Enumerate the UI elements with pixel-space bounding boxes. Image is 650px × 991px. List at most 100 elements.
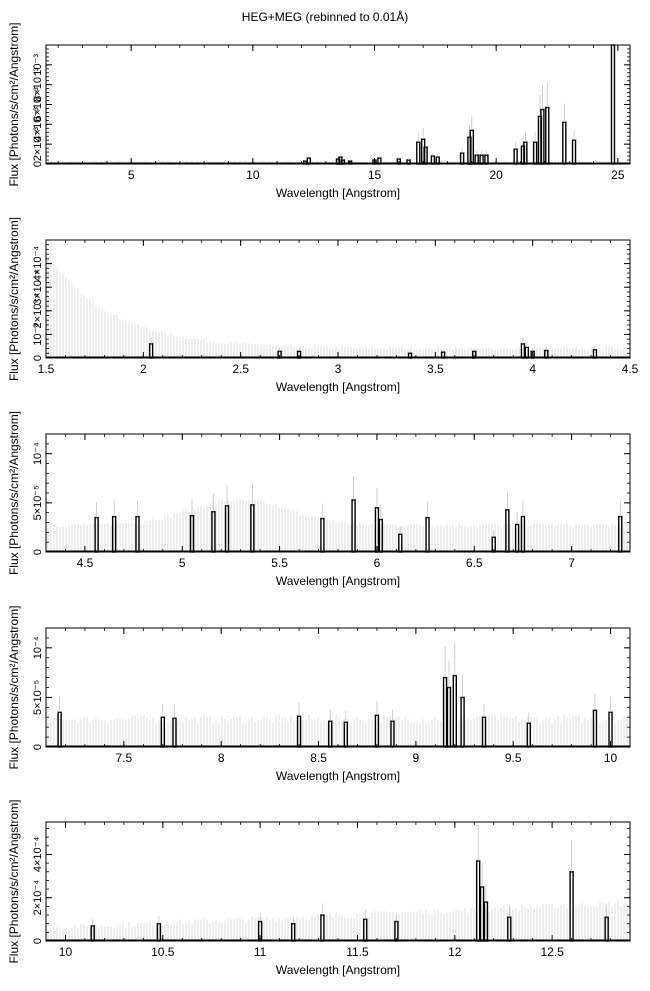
spectral-line-mark bbox=[571, 139, 577, 165]
spectral-line-mark bbox=[406, 159, 411, 165]
spectral-line-mark bbox=[320, 517, 325, 553]
x-tick-label: 7.5 bbox=[116, 751, 133, 765]
chart-panel-3: 4.5 5 5.5 6 6.5 7 0 5×10⁻⁵ 10⁻⁴ Wavelength [Angst… bbox=[7, 411, 631, 588]
figure-title: HEG+MEG (rebinned to 0.01Å) bbox=[241, 10, 409, 24]
x-tick-label: 10 bbox=[604, 751, 618, 765]
spectral-line-mark bbox=[442, 676, 448, 748]
spectral-line-mark bbox=[526, 722, 531, 748]
spectral-line-mark bbox=[398, 533, 403, 553]
y-tick-label: 3×10⁻⁴ bbox=[32, 269, 44, 305]
y-axis-label: Flux [Photons/s/cm²/Angstrom] bbox=[7, 217, 21, 381]
spectral-line-mark bbox=[507, 916, 512, 942]
spectral-line-mark bbox=[481, 716, 487, 748]
chart-panel-5: 10 10.5 11 11.5 12 12.5 0 2×10⁻⁴ 4×10⁻⁴ Wavelengt… bbox=[7, 799, 631, 977]
spectral-line-mark bbox=[592, 709, 598, 748]
spectral-line-mark bbox=[250, 504, 255, 553]
x-axis-label: Wavelength [Angstrom] bbox=[276, 769, 400, 783]
y-axis-label: Flux [Photons/s/cm²/Angstrom] bbox=[7, 799, 21, 963]
spectral-line-mark bbox=[513, 148, 518, 165]
spectral-line-mark bbox=[135, 515, 140, 553]
spectral-line-mark bbox=[296, 715, 302, 748]
spectral-line-mark bbox=[604, 916, 609, 942]
x-axis-label: Wavelength [Angstrom] bbox=[276, 963, 400, 977]
plot-frame bbox=[45, 627, 631, 748]
y-tick-label: 8×10⁻³ bbox=[32, 67, 44, 102]
x-tick-label: 5 bbox=[179, 556, 186, 570]
error-bar-texture bbox=[47, 715, 628, 747]
spectral-line-mark bbox=[320, 914, 325, 942]
error-bar-texture bbox=[47, 257, 628, 358]
y-axis-label: Flux [Photons/s/cm²/Angstrom] bbox=[7, 22, 21, 186]
spectral-line-mark bbox=[343, 721, 348, 748]
spectral-line-mark bbox=[532, 141, 538, 165]
spectral-line-mark bbox=[523, 141, 528, 165]
chart-panel-4: 7.5 8 8.5 9 9.5 10 0 5×10⁻⁵ 10⁻⁴ Wavelength [Angs… bbox=[7, 605, 631, 783]
spectral-line-mark bbox=[479, 886, 485, 942]
chart-panel-1: 5 10 15 20 25 02×10⁻³4×10⁻³6×10⁻³8×10⁻³10⁻³ Wa… bbox=[7, 22, 631, 200]
x-tick-label: 8.5 bbox=[310, 751, 327, 765]
x-tick-label: 3 bbox=[335, 362, 342, 376]
spectral-line-mark bbox=[374, 507, 380, 553]
y-tick-label: 5×10⁻⁵ bbox=[32, 485, 44, 520]
y-tick-label: 2×10⁻⁴ bbox=[32, 880, 44, 916]
x-axis-label: Wavelength [Angstrom] bbox=[276, 186, 400, 200]
x-tick-label: 2.5 bbox=[232, 362, 249, 376]
spectral-line-mark bbox=[291, 922, 296, 942]
x-tick-label: 12.5 bbox=[540, 945, 564, 959]
spectral-line-mark bbox=[148, 343, 154, 359]
spectral-line-mark bbox=[340, 159, 346, 165]
x-tick-label: 10.5 bbox=[151, 945, 175, 959]
plot-frame bbox=[45, 239, 631, 359]
x-tick-label: 5.5 bbox=[271, 556, 288, 570]
y-tick-label: 10⁻⁴ bbox=[32, 323, 44, 346]
y-tick-label: 4×10⁻⁴ bbox=[32, 246, 44, 282]
spectral-line-mark bbox=[618, 515, 623, 553]
x-tick-label: 11.5 bbox=[346, 945, 369, 959]
y-tick-label: 2×10⁻³ bbox=[32, 127, 44, 162]
y-tick-label: 0 bbox=[32, 549, 44, 555]
spectral-line-mark bbox=[224, 505, 230, 553]
spectral-line-mark bbox=[374, 714, 380, 748]
x-tick-label: 10 bbox=[59, 945, 73, 959]
x-tick-label: 4.5 bbox=[622, 362, 639, 376]
y-tick-label: 0 bbox=[32, 355, 44, 361]
y-tick-label: 0 bbox=[32, 161, 44, 167]
spectral-line-mark bbox=[540, 108, 545, 165]
spectral-line-mark bbox=[160, 716, 166, 748]
spectral-line-mark bbox=[520, 343, 526, 359]
x-tick-label: 1.5 bbox=[38, 362, 55, 376]
spectral-line-mark bbox=[363, 918, 368, 942]
x-tick-label: 5 bbox=[128, 168, 135, 182]
x-tick-label: 12 bbox=[448, 945, 462, 959]
plot-frame bbox=[45, 821, 631, 942]
y-tick-label: 4×10⁻³ bbox=[32, 107, 44, 142]
spectral-line-mark bbox=[172, 717, 177, 748]
x-tick-label: 4 bbox=[529, 362, 536, 376]
spectral-line-mark bbox=[94, 516, 99, 553]
y-tick-label: 10⁻⁴ bbox=[32, 442, 44, 465]
spectral-line-mark bbox=[425, 516, 430, 553]
x-tick-label: 11 bbox=[254, 945, 267, 959]
chart-panel-2: 1.5 2 2.5 3 3.5 4 4.5 0 10⁻⁴2×10⁻⁴3×10⁻⁴4×10⁻⁴ Wa… bbox=[7, 217, 639, 394]
x-tick-label: 9.5 bbox=[505, 751, 522, 765]
spectral-line-mark bbox=[416, 141, 421, 165]
x-tick-label: 10 bbox=[246, 168, 260, 182]
spectral-line-mark bbox=[390, 720, 395, 748]
y-axis-label: Flux [Photons/s/cm²/Angstrom] bbox=[7, 605, 21, 769]
x-tick-label: 8 bbox=[218, 751, 225, 765]
x-tick-label: 3.5 bbox=[427, 362, 444, 376]
spectral-line-mark bbox=[569, 871, 574, 942]
y-tick-label: 2×10⁻⁴ bbox=[32, 293, 44, 329]
x-tick-label: 20 bbox=[489, 168, 503, 182]
spectral-line-mark bbox=[469, 129, 475, 165]
x-tick-label: 25 bbox=[611, 168, 625, 182]
spectral-line-mark bbox=[57, 711, 62, 748]
y-tick-label: 10⁻⁴ bbox=[32, 636, 44, 659]
x-tick-label: 4.5 bbox=[77, 556, 94, 570]
spectral-line-mark bbox=[351, 499, 356, 553]
x-tick-label: 7 bbox=[568, 556, 575, 570]
x-axis-label: Wavelength [Angstrom] bbox=[276, 574, 400, 588]
y-tick-label: 0 bbox=[32, 744, 44, 750]
x-tick-label: 6.5 bbox=[466, 556, 483, 570]
